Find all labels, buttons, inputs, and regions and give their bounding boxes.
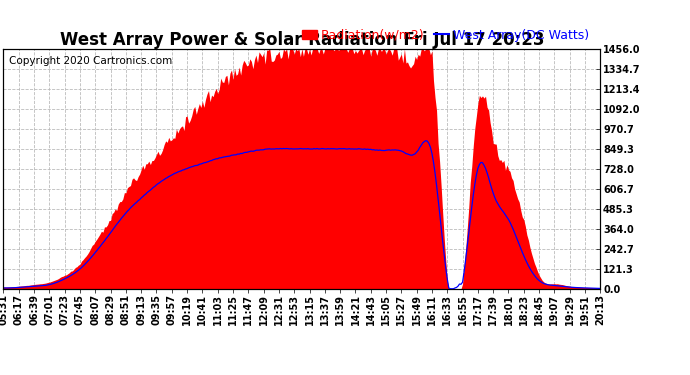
Legend: Radiation(w/m2), West Array(DC Watts): Radiation(w/m2), West Array(DC Watts) xyxy=(297,24,594,47)
Title: West Array Power & Solar Radiation Fri Jul 17 20:23: West Array Power & Solar Radiation Fri J… xyxy=(59,31,544,49)
Text: Copyright 2020 Cartronics.com: Copyright 2020 Cartronics.com xyxy=(10,56,172,66)
